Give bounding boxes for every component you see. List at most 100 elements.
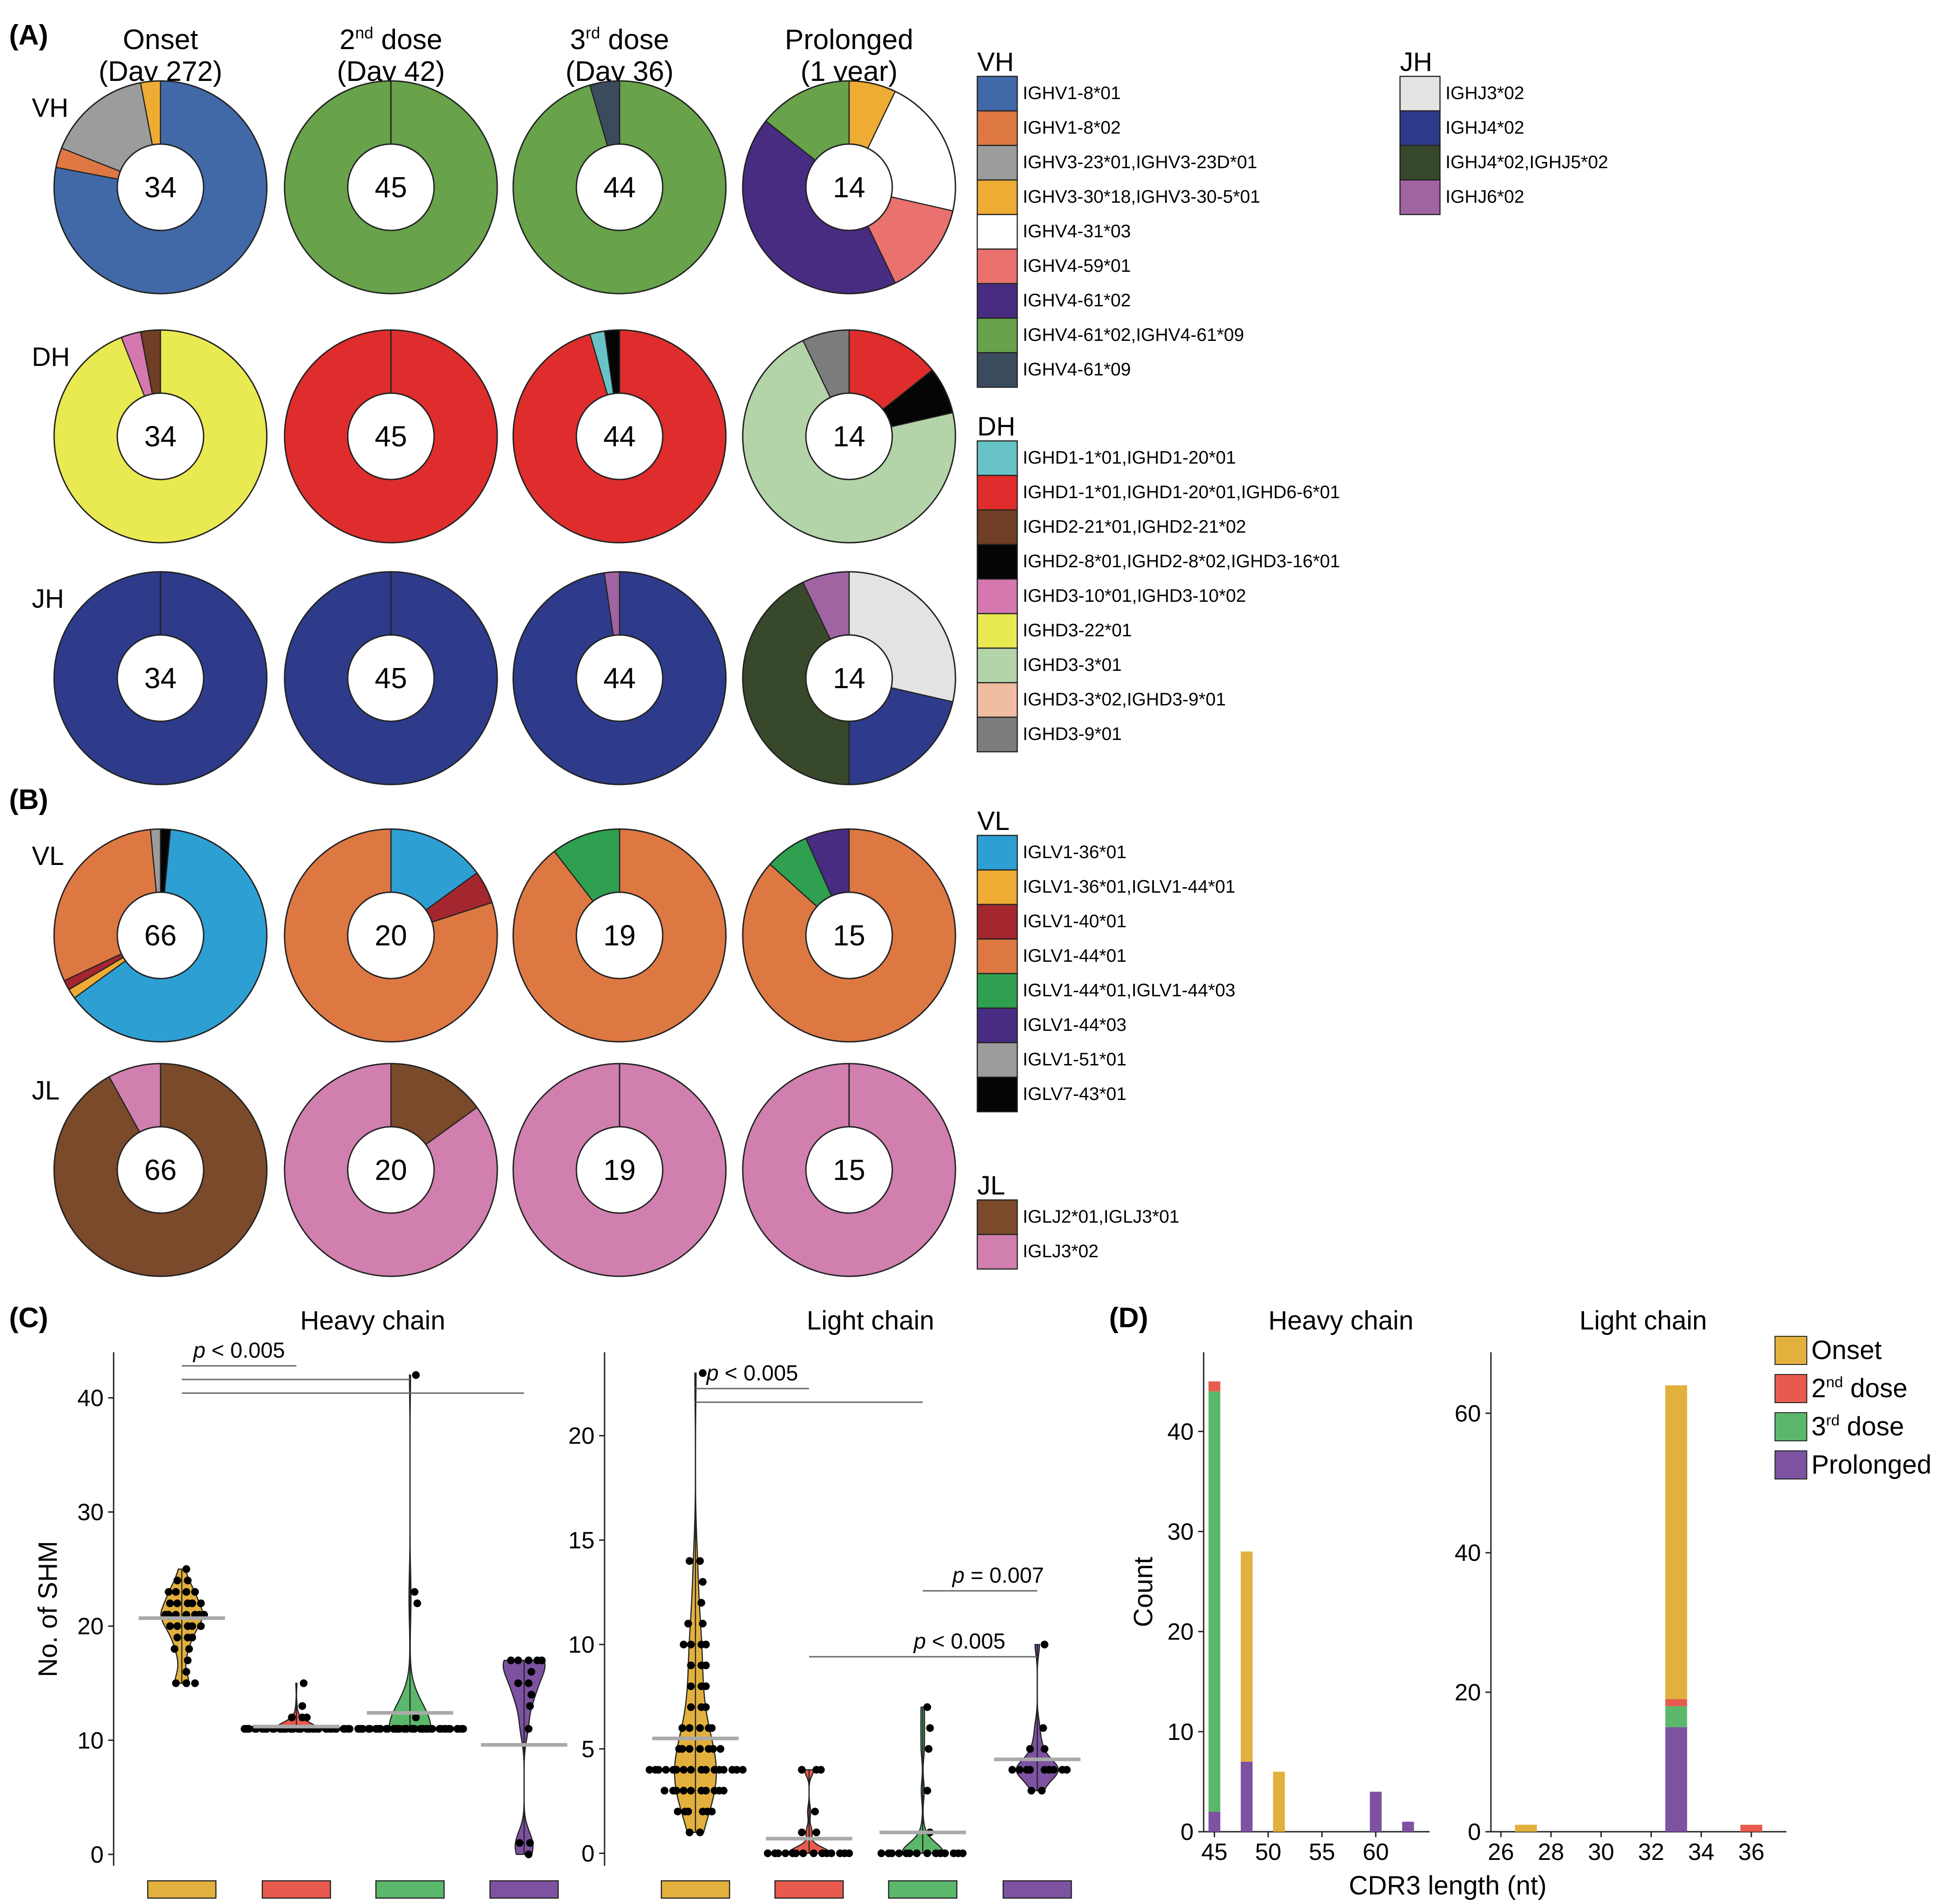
panel-label-b: (B) — [9, 784, 48, 815]
donut-outline — [284, 329, 498, 544]
legend-label: IGLV1-36*01 — [1023, 842, 1126, 862]
x-tick-label: 45 — [1201, 1839, 1228, 1865]
donut: 66 — [53, 1063, 268, 1277]
data-point — [923, 1703, 931, 1711]
donut-hole — [347, 392, 435, 480]
donut: 45 — [284, 329, 498, 544]
legend-label: IGHD2-8*01,IGHD2-8*02,IGHD3-16*01 — [1023, 551, 1340, 571]
donut-count: 14 — [833, 420, 865, 453]
x-tick-label: 26 — [1488, 1839, 1514, 1865]
x-tick-label: 36 — [1738, 1839, 1765, 1865]
legend-swatch — [976, 1234, 1018, 1270]
donut-hole — [575, 1126, 664, 1214]
comparison-label: p < 0.005 — [913, 1629, 1005, 1654]
data-point — [166, 1622, 174, 1630]
legend-label: IGLJ3*02 — [1023, 1241, 1099, 1261]
data-point — [344, 1725, 352, 1733]
data-point — [702, 1640, 710, 1649]
legend-label: IGHD3-10*01,IGHD3-10*02 — [1023, 586, 1246, 606]
donut-outline — [284, 571, 498, 785]
data-point — [1015, 1766, 1024, 1774]
data-point — [687, 1787, 695, 1795]
column-header-line1: 2nd dose — [340, 23, 442, 55]
donut-hole — [347, 143, 435, 231]
donut-count: 44 — [603, 171, 635, 204]
donut-count: 20 — [375, 1154, 407, 1186]
data-point — [416, 1725, 425, 1733]
panel-label-c: (C) — [9, 1302, 48, 1334]
donut-hole — [805, 891, 893, 979]
legend-group: DH IGHD1-1*01,IGHD1-20*01 IGHD1-1*01,IGHD1… — [976, 412, 1340, 753]
data-point — [699, 1619, 707, 1628]
legend-swatch — [976, 869, 1018, 905]
x-tick-label: 55 — [1309, 1839, 1335, 1865]
data-point — [798, 1829, 806, 1837]
bar-segment — [1665, 1699, 1687, 1706]
column-header-line1: Onset — [123, 24, 198, 55]
legend-swatch — [976, 317, 1018, 354]
data-point — [687, 1766, 695, 1774]
data-point — [708, 1724, 716, 1732]
data-point — [410, 1588, 419, 1596]
legend-group: JL IGLJ2*01,IGLJ3*01 IGLJ3*02 — [976, 1171, 1180, 1270]
y-tick-label: 30 — [1167, 1519, 1194, 1545]
bar-segment — [1740, 1824, 1762, 1832]
donut-hole — [116, 1126, 205, 1214]
data-point — [827, 1849, 835, 1857]
data-point — [298, 1702, 306, 1710]
data-point — [702, 1787, 710, 1795]
data-point — [817, 1766, 825, 1774]
bar-legend-swatch — [1775, 1374, 1807, 1403]
donut-hole — [116, 891, 205, 979]
violin-chart: Light chain 0 5 10 15 20 p < 0.005 p < 0.005 p =… — [568, 1306, 1080, 1899]
data-point — [427, 1725, 435, 1733]
bar-legend-swatch — [1775, 1450, 1807, 1479]
donut: 15 — [742, 1063, 956, 1277]
donut-hole — [805, 392, 893, 480]
data-point — [514, 1656, 522, 1664]
x-tick-label: 30 — [1588, 1839, 1614, 1865]
y-tick-label: 20 — [77, 1614, 104, 1640]
data-point — [687, 1703, 695, 1711]
data-point — [184, 1656, 192, 1664]
legend-label: IGLV1-44*03 — [1023, 1015, 1126, 1035]
data-point — [798, 1766, 806, 1774]
legend-label: IGHV1-8*02 — [1023, 118, 1121, 138]
x-tick-label: 34 — [1688, 1839, 1715, 1865]
donut-count: 66 — [144, 1154, 176, 1186]
legend-label: IGLV1-44*01 — [1023, 946, 1126, 966]
data-point — [685, 1557, 694, 1565]
data-point — [355, 1725, 364, 1733]
data-point — [173, 1634, 181, 1642]
bar-legend-label: Prolonged — [1811, 1450, 1931, 1479]
row-label: DH — [32, 342, 70, 372]
y-tick-label: 40 — [1455, 1540, 1481, 1566]
y-tick-label: 30 — [77, 1499, 104, 1526]
y-axis-label: Count — [1129, 1557, 1158, 1627]
donut: 44 — [512, 571, 727, 785]
data-point — [687, 1682, 695, 1690]
donut-count: 44 — [603, 662, 635, 695]
legend-swatch — [976, 1042, 1018, 1078]
donut-outline — [742, 571, 956, 785]
donut-outline — [53, 571, 268, 785]
data-point — [191, 1588, 199, 1596]
data-point — [810, 1849, 818, 1857]
data-point — [170, 1645, 179, 1653]
donut: 19 — [512, 1063, 727, 1277]
donut-count: 15 — [833, 1154, 865, 1186]
donut-hole — [116, 634, 205, 722]
data-point — [412, 1371, 420, 1379]
legend-swatch — [1399, 110, 1441, 146]
legend-label: IGLV7-43*01 — [1023, 1084, 1126, 1104]
panel-label-d: (D) — [1109, 1302, 1148, 1334]
donut: 45 — [284, 571, 498, 785]
data-point — [709, 1745, 717, 1753]
legend-swatch — [976, 578, 1018, 615]
data-point — [941, 1849, 949, 1857]
donut-outline — [742, 828, 956, 1043]
data-point — [1040, 1640, 1049, 1649]
legend-swatch — [976, 544, 1018, 580]
data-point — [702, 1703, 710, 1711]
